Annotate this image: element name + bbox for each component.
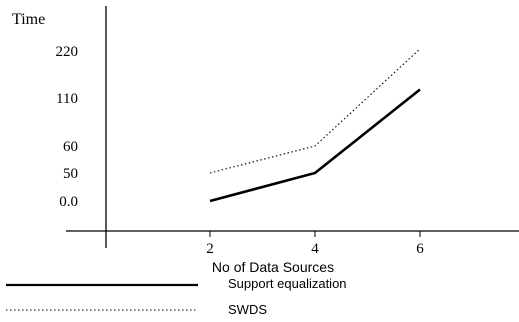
y-tick-labels: 220 110 60 50 0.0 [56, 44, 79, 210]
x-tick-label: 4 [311, 241, 319, 257]
y-tick-label: 50 [63, 166, 78, 182]
legend-label-support-equalization: Support equalization [228, 276, 347, 291]
y-tick-label: 0.0 [59, 194, 78, 210]
x-tick-label: 6 [416, 241, 424, 257]
series-line-support-equalization [209, 88, 421, 203]
y-axis-label: Time [12, 11, 45, 28]
series-line-swds [209, 48, 421, 174]
x-tick-label: 2 [206, 241, 214, 257]
y-tick-label: 60 [63, 139, 78, 155]
series-layer [209, 48, 421, 203]
x-tick-labels: 2 4 6 [206, 231, 424, 257]
y-tick-label: 220 [56, 44, 79, 60]
y-tick-label: 110 [56, 91, 78, 107]
x-axis-label: No of Data Sources [212, 259, 334, 275]
legend-label-swds: SWDS [228, 302, 267, 317]
legend: Support equalization SWDS [6, 276, 347, 317]
